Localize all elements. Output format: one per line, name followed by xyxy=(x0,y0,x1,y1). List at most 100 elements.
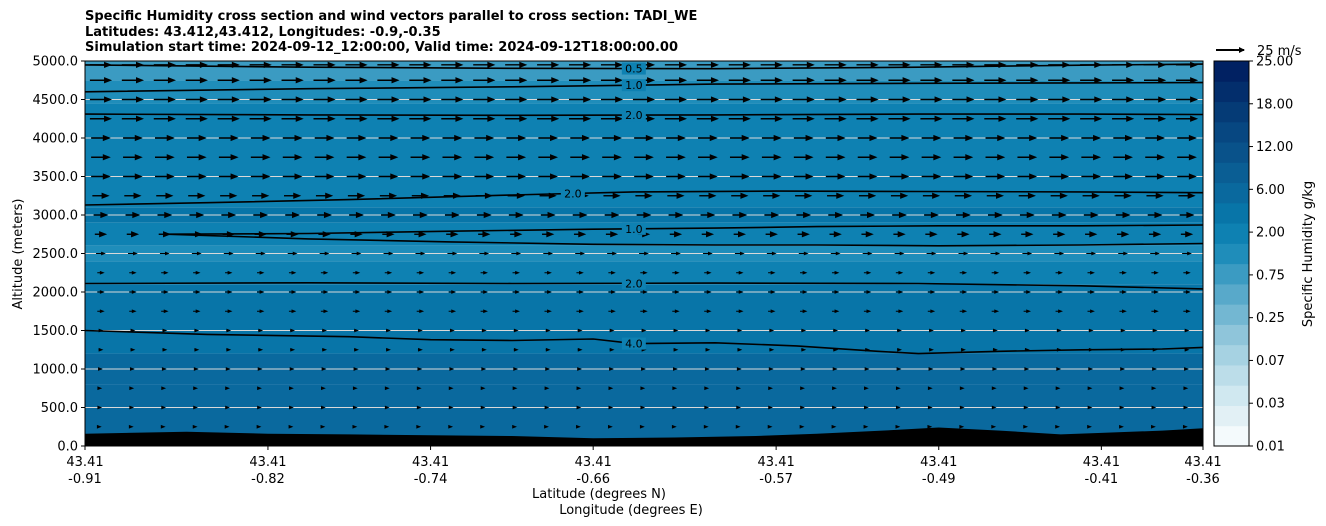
wind-vector xyxy=(379,192,398,199)
wind-vector xyxy=(505,115,528,122)
y-tick-label: 1000.0 xyxy=(33,363,79,378)
wind-vector xyxy=(735,424,741,429)
wind-vector xyxy=(282,173,303,180)
wind-vector xyxy=(728,77,751,84)
wind-vector xyxy=(1177,134,1197,142)
colorbar-tick-label: 0.75 xyxy=(1256,268,1285,283)
wind-vector xyxy=(769,328,775,333)
wind-vector xyxy=(384,270,393,275)
wind-vector xyxy=(760,77,783,84)
wind-vector xyxy=(320,270,329,275)
wind-vector xyxy=(1145,173,1165,180)
wind-vector xyxy=(321,386,326,391)
wind-vector xyxy=(1120,367,1125,371)
wind-vector xyxy=(570,154,590,161)
wind-vector xyxy=(191,251,202,256)
wind-vector xyxy=(89,96,113,103)
wind-vector xyxy=(800,309,808,314)
wind-vector xyxy=(863,309,872,314)
wind-vector xyxy=(448,309,457,314)
wind-vector xyxy=(381,211,396,219)
wind-vector xyxy=(769,347,775,352)
colorbar-swatch xyxy=(1214,385,1249,406)
wind-vector xyxy=(378,134,399,142)
wind-vector xyxy=(512,290,520,294)
wind-vector xyxy=(123,134,143,142)
wind-vector xyxy=(894,251,905,256)
wind-vector xyxy=(1183,290,1191,294)
wind-vector xyxy=(696,115,719,122)
wind-vector xyxy=(346,134,367,142)
wind-vector xyxy=(830,251,841,256)
wind-vector xyxy=(1119,405,1125,410)
wind-vector xyxy=(671,424,677,429)
wind-vector xyxy=(1088,328,1094,333)
wind-vector xyxy=(991,309,1000,314)
wind-vector xyxy=(320,424,326,429)
wind-vector xyxy=(1048,77,1071,84)
wind-vector xyxy=(954,192,973,199)
wind-vector xyxy=(698,173,718,180)
wind-vector xyxy=(91,134,111,142)
wind-vector xyxy=(1182,251,1192,256)
wind-vector xyxy=(800,405,805,410)
wind-vector xyxy=(1085,231,1098,238)
wind-vector xyxy=(577,347,583,352)
wind-vector xyxy=(959,424,965,429)
wind-vector xyxy=(161,290,169,294)
wind-vector xyxy=(864,386,869,391)
wind-vector xyxy=(284,192,302,199)
wind-vector xyxy=(577,328,583,333)
wind-vector xyxy=(193,405,199,410)
wind-vector xyxy=(1113,154,1133,161)
wind-vector xyxy=(313,61,336,68)
wind-vector xyxy=(1182,424,1188,429)
wind-vector xyxy=(985,134,1006,142)
wind-vector xyxy=(575,251,586,256)
wind-vector xyxy=(322,328,328,333)
wind-vector xyxy=(97,309,105,314)
wind-vector xyxy=(664,61,688,68)
wind-vector xyxy=(733,231,746,238)
wind-vector xyxy=(94,231,108,238)
wind-vector xyxy=(991,405,997,410)
wind-vector xyxy=(600,77,624,84)
wind-vector xyxy=(959,270,968,275)
wind-vector xyxy=(538,134,559,142)
wind-vector xyxy=(636,211,652,219)
wind-vector xyxy=(792,77,815,84)
wind-vector xyxy=(186,173,207,180)
wind-vector xyxy=(513,347,519,352)
contour-line xyxy=(85,281,1203,290)
wind-vector xyxy=(669,231,683,238)
wind-vector xyxy=(696,61,719,68)
wind-vector xyxy=(831,290,840,294)
wind-vector xyxy=(602,134,622,142)
wind-vector xyxy=(801,328,807,333)
wind-vector xyxy=(473,61,496,68)
wind-vector xyxy=(1081,173,1102,180)
wind-vector xyxy=(825,134,846,142)
x-tick-label-lat: 43.41 xyxy=(249,455,286,470)
wind-vector xyxy=(377,115,400,122)
colorbar-swatch xyxy=(1214,344,1249,366)
wind-vector xyxy=(218,173,239,180)
wind-vector xyxy=(1177,173,1197,180)
wind-vector xyxy=(1113,134,1133,142)
wind-vector xyxy=(634,154,654,161)
wind-vector xyxy=(1087,270,1095,275)
wind-vector xyxy=(1055,424,1061,429)
wind-vector xyxy=(956,211,971,219)
contour-line xyxy=(166,233,1203,247)
wind-vector xyxy=(768,367,774,371)
wind-vector xyxy=(857,173,878,180)
wind-vector xyxy=(696,77,719,84)
wind-vector xyxy=(189,211,205,219)
wind-vector xyxy=(705,347,711,352)
wind-vector xyxy=(1016,96,1039,103)
wind-vector xyxy=(506,134,527,142)
wind-vector xyxy=(959,309,968,314)
wind-vector xyxy=(258,328,264,333)
wind-vector xyxy=(800,386,805,391)
wind-vector xyxy=(832,405,837,410)
